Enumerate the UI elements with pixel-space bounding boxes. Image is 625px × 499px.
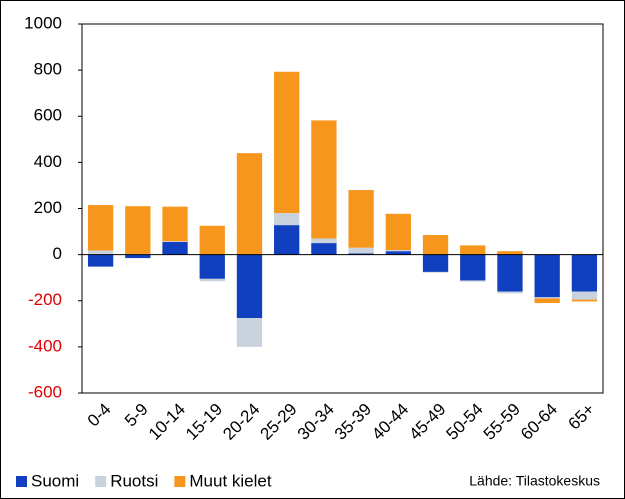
bar-segment (199, 254, 225, 279)
bar-segment (571, 254, 598, 292)
bar-segment (422, 254, 449, 272)
bar-segment (348, 247, 374, 254)
bar-segment (571, 291, 598, 300)
y-tick-label: 1000 (24, 13, 62, 32)
bar-segment (311, 243, 337, 255)
legend-swatch (16, 476, 27, 487)
y-tick-label: 0 (53, 244, 62, 263)
bar-segment (348, 190, 374, 248)
y-tick-label: 400 (34, 152, 62, 171)
bar-segment (162, 241, 188, 242)
bar-segment (162, 206, 188, 242)
bar-segment (311, 238, 337, 244)
bar-segment (311, 120, 337, 239)
bar-segment (199, 225, 225, 255)
bar-segment (422, 235, 449, 255)
bar-segment (274, 213, 300, 226)
bar-segment (497, 251, 523, 255)
legend-label: Ruotsi (110, 471, 158, 490)
bar-segment (534, 297, 560, 299)
bar-segment (87, 205, 114, 251)
y-tick-label: -600 (28, 382, 62, 401)
bar-segment (497, 291, 523, 294)
bar-segment (385, 250, 411, 252)
bar-segment (274, 225, 300, 255)
bar-segment (87, 250, 114, 255)
bar-segment (460, 245, 486, 255)
bar-segment (385, 213, 411, 251)
legend-label: Muut kielet (189, 471, 271, 490)
bar-segment (87, 254, 114, 267)
bar-segment (460, 254, 486, 281)
bar-segment (125, 254, 151, 259)
bar-segment (199, 278, 225, 282)
bar-segment (497, 254, 523, 292)
y-tick-label: -200 (28, 290, 62, 309)
bar-segment (236, 153, 263, 255)
legend-swatch (174, 476, 186, 487)
y-tick-label: 200 (34, 198, 62, 217)
bar-segment (348, 253, 374, 255)
y-tick-label: 600 (34, 106, 62, 125)
bar-segment (274, 71, 300, 214)
bar-segment (162, 241, 188, 255)
legend-swatch (95, 476, 107, 487)
bar-segment (385, 251, 411, 255)
bar-segment (534, 254, 560, 298)
bar-segment (236, 318, 263, 347)
legend-label: Suomi (31, 471, 79, 490)
bar-segment (125, 206, 151, 254)
source-note: Lähde: Tilastokeskus (469, 473, 600, 489)
y-tick-label: -400 (28, 336, 62, 355)
y-tick-label: 800 (34, 60, 62, 79)
bar-segment (571, 299, 598, 302)
bar-segment (236, 254, 263, 319)
bar-segment (534, 298, 560, 304)
bar-segment (460, 280, 486, 282)
bar-segment (422, 271, 449, 273)
